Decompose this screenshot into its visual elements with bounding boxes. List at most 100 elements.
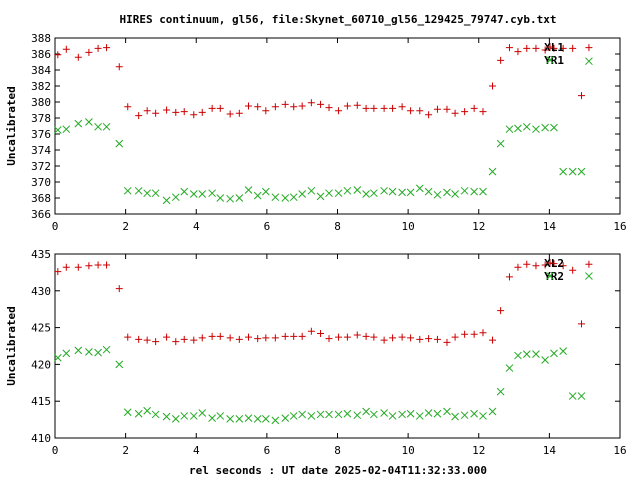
data-point [541,356,549,364]
data-point [307,412,316,420]
data-point [298,102,306,110]
data-point [316,192,325,201]
data-point [208,104,216,112]
data-point [568,167,577,176]
data-point [115,139,124,148]
data-point [316,410,325,419]
data-point [262,334,270,342]
data-point [53,126,62,134]
x-tick-label: 14 [543,444,557,457]
data-point [514,351,522,360]
data-point [163,106,171,114]
y-tick-label: 372 [31,160,51,173]
data-point [189,190,198,198]
data-point [53,353,62,362]
series-YR2 [53,272,593,425]
x-tick-label: 12 [472,220,485,233]
x-tick-label: 0 [52,220,59,233]
x-tick-label: 6 [264,220,271,233]
data-point [254,335,262,343]
data-point [425,335,433,343]
data-point [335,107,343,115]
data-point [362,332,370,340]
data-point [134,409,143,418]
data-point [198,190,207,198]
data-point [208,189,216,198]
data-point [380,409,388,417]
data-point [489,336,497,344]
data-point [460,186,469,195]
data-point [85,262,93,270]
data-point [115,63,123,71]
data-point [85,348,93,356]
data-point [94,122,102,131]
data-point [461,108,469,116]
data-point [532,44,540,52]
y-tick-label: 415 [31,395,51,408]
data-point [208,414,216,422]
data-point [370,104,378,112]
data-point [261,187,270,196]
legend-label: YR2 [544,270,564,283]
data-point [152,338,160,346]
data-point [325,410,333,419]
data-point [407,107,415,115]
data-point [143,336,151,344]
data-point [470,330,478,338]
data-point [550,260,558,268]
data-point [479,329,487,337]
bottom-panel: 0 2 4 6 8 10 12 14 16 410 415 420 425 430 435 Uncalibra… [5,248,627,457]
data-point [522,350,531,358]
data-point [514,48,522,56]
data-point [362,407,370,416]
x-tick-label: 16 [613,220,626,233]
data-point [550,123,558,132]
y-tick-label: 368 [31,192,51,205]
data-point [523,260,531,268]
data-point [343,102,351,110]
data-point [54,268,62,276]
data-point [235,415,244,423]
data-point [74,263,82,271]
data-point [271,193,280,202]
y-tick-label: 374 [31,144,51,157]
data-point [389,334,397,342]
x-tick-label: 6 [264,444,271,457]
data-point [171,415,180,423]
data-point [578,320,586,328]
data-point [353,101,361,109]
data-point [433,190,442,199]
data-point [353,331,361,339]
data-point [245,333,253,341]
series-YR1 [53,57,593,205]
data-point [514,263,522,271]
legend-marker [546,43,554,51]
data-point [123,408,132,417]
data-point [281,194,290,202]
data-point [585,57,593,66]
data-point [289,412,298,420]
data-point [198,334,206,342]
y-axis-title: Uncalibrated [5,306,18,385]
data-point [102,345,111,354]
data-point [334,189,343,198]
data-point [407,334,415,342]
data-point [103,261,111,269]
data-point [271,103,279,111]
data-point [171,193,180,202]
y-tick-label: 430 [31,285,51,298]
data-point [569,44,577,52]
data-point [216,412,225,420]
y-axis-title: Uncalibrated [5,86,18,165]
legend-label: XL2 [544,257,564,270]
data-point [281,332,289,340]
data-point [353,186,362,194]
data-point [74,119,83,128]
data-point [334,410,343,419]
y-tick-label: 386 [31,48,51,61]
data-point [370,410,378,419]
plot-frame [54,253,621,439]
data-point [559,167,568,176]
data-point [505,364,514,372]
data-point [226,415,235,423]
